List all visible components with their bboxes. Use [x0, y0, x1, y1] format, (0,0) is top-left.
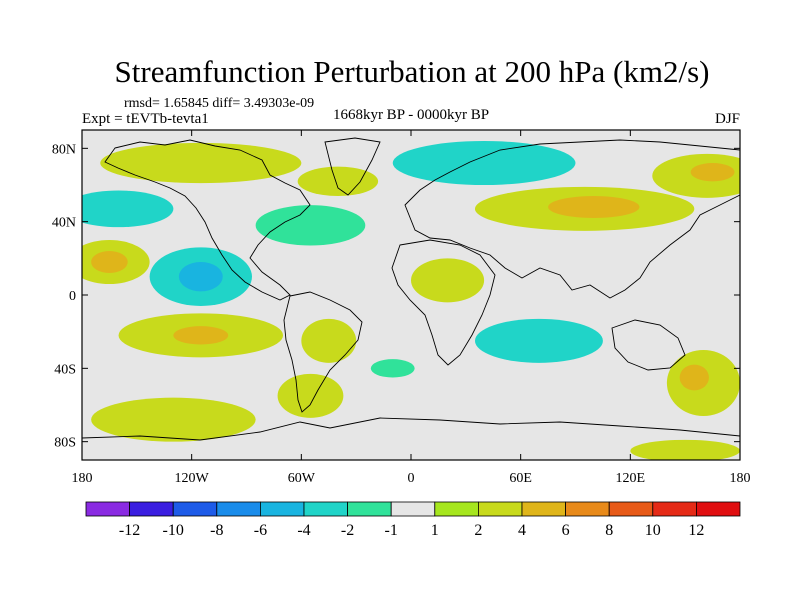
- anomaly-russia-core-neg: [434, 152, 516, 171]
- coastline-antarctica: [82, 417, 740, 441]
- y-tick-label: 0: [69, 289, 76, 304]
- y-tick-label: 40N: [52, 216, 76, 231]
- colorbar-swatch: [608, 501, 654, 517]
- map-axes: 180 120W 60W 0 60E 120E 180 80N 40N 0 40S 80S: [52, 130, 751, 486]
- anomaly-asia-core-pos: [548, 196, 640, 218]
- colorbar-swatch: [216, 501, 261, 517]
- y-tick-label: 80S: [54, 436, 76, 451]
- season-label: DJF: [715, 111, 740, 127]
- colorbar-swatch: [565, 501, 610, 517]
- period-label: 1668kyr BP - 0000kyr BP: [333, 107, 489, 123]
- anomaly-nepac-core-pos: [690, 163, 735, 182]
- colorbar-swatch: [129, 501, 174, 517]
- coastline-africa: [391, 239, 496, 366]
- y-tick-label: 40S: [54, 362, 76, 377]
- anomaly-atlantic-neg: [255, 205, 366, 246]
- figure-title: Streamfunction Perturbation at 200 hPa (…: [115, 54, 710, 89]
- x-tick-label: 60W: [288, 471, 316, 486]
- x-tick-label: 0: [408, 471, 415, 486]
- colorbar-label: 12: [688, 522, 704, 539]
- colorbar-swatch: [521, 501, 566, 517]
- colorbar-label: -12: [119, 522, 140, 539]
- coastlines: [82, 137, 740, 441]
- experiment-label: Expt = tEVTb-tevta1: [82, 111, 209, 127]
- colorbar-label: -10: [163, 522, 184, 539]
- colorbar-swatch: [303, 501, 348, 517]
- anomaly-sopac-pos: [630, 439, 740, 460]
- coastline-eurasia: [404, 139, 740, 299]
- colorbar-swatch: [390, 501, 436, 517]
- anomaly-central-am-core: [178, 262, 223, 292]
- colorbar-swatch: [434, 501, 479, 517]
- anomaly-npac-neg: [82, 190, 174, 228]
- x-tick-label: 120E: [616, 471, 646, 486]
- stats-label: rmsd= 1.65845 diff= 3.49303e-09: [124, 96, 314, 111]
- anomaly-greenland-pos: [297, 166, 379, 196]
- colorbar-swatch: [85, 501, 130, 517]
- colorbar: -12 -10 -8 -6 -4 -2 -1 1 2 4 6 8 10 12: [85, 501, 741, 539]
- anomaly-aus-pos-core: [679, 364, 709, 391]
- coastline-greenland: [324, 137, 381, 196]
- x-tick-label: 180: [730, 471, 751, 486]
- x-tick-label: 120W: [175, 471, 210, 486]
- anomaly-arctic-canada-pos: [100, 142, 302, 184]
- anomaly-contours: [82, 141, 740, 460]
- anomaly-sind-neg: [370, 359, 415, 378]
- colorbar-label: 1: [431, 522, 439, 539]
- map-panel: [82, 130, 740, 460]
- y-tick-label: 80N: [52, 142, 76, 157]
- colorbar-label: 10: [645, 522, 661, 539]
- anomaly-satl-pos: [277, 373, 344, 418]
- colorbar-swatch: [652, 501, 697, 517]
- colorbar-label: -4: [297, 522, 310, 539]
- colorbar-swatch: [696, 501, 741, 517]
- anomaly-sopac-pos-w: [91, 397, 256, 442]
- coastline-south-america: [283, 291, 363, 413]
- colorbar-label: -6: [254, 522, 267, 539]
- anomaly-samerica-pos: [301, 318, 357, 363]
- anomaly-tropical-pac-core: [91, 251, 128, 273]
- colorbar-swatch: [172, 501, 218, 517]
- colorbar-label: 6: [562, 522, 570, 539]
- x-tick-label: 180: [72, 471, 93, 486]
- colorbar-label: 4: [518, 522, 526, 539]
- colorbar-label: -8: [210, 522, 223, 539]
- colorbar-label: -2: [341, 522, 354, 539]
- coastline-north-america: [104, 139, 311, 301]
- colorbar-label: -1: [385, 522, 398, 539]
- x-tick-label: 60E: [509, 471, 532, 486]
- colorbar-swatch: [347, 501, 392, 517]
- anomaly-ind-neg-core: [529, 333, 585, 356]
- anomaly-spac-core: [173, 326, 229, 345]
- colorbar-label: 2: [474, 522, 482, 539]
- colorbar-swatch: [259, 501, 305, 517]
- anomaly-africa-pos: [411, 258, 485, 303]
- colorbar-swatch: [477, 501, 523, 517]
- colorbar-label: 8: [605, 522, 613, 539]
- coastline-australia: [611, 319, 686, 371]
